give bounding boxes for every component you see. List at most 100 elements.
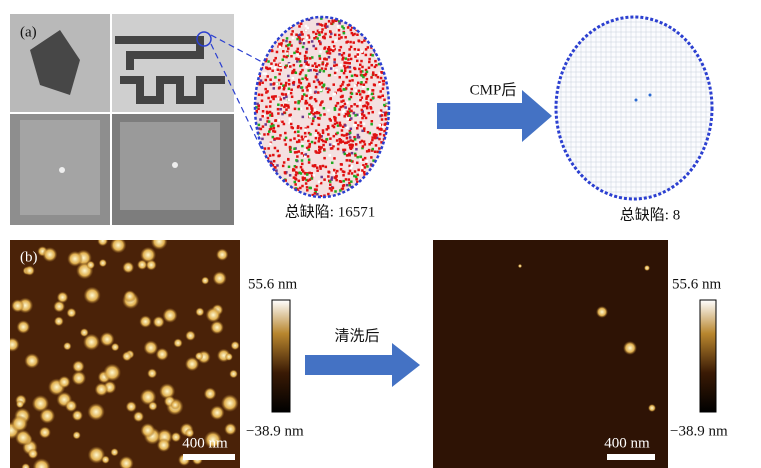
- texture: [351, 146, 354, 149]
- texture: [283, 161, 286, 164]
- texture: [256, 154, 259, 157]
- texture: [372, 89, 375, 92]
- texture: [338, 34, 341, 37]
- texture: [289, 118, 292, 121]
- texture: [126, 401, 137, 412]
- texture: [381, 51, 384, 54]
- texture: [312, 31, 315, 33]
- texture: [270, 23, 273, 26]
- texture: [335, 39, 338, 42]
- texture: [351, 152, 354, 155]
- texture: [350, 180, 353, 183]
- texture: [297, 86, 300, 89]
- texture: [371, 139, 374, 142]
- texture: [356, 34, 359, 37]
- texture: [279, 108, 282, 111]
- texture: [364, 196, 367, 199]
- texture: [295, 159, 298, 162]
- texture: [345, 192, 348, 195]
- texture: [318, 64, 321, 67]
- texture: [333, 135, 336, 138]
- texture: [311, 40, 314, 43]
- texture: [318, 146, 321, 149]
- texture: [283, 55, 286, 58]
- texture: [263, 175, 266, 178]
- texture: [261, 179, 264, 182]
- texture: [351, 92, 354, 95]
- texture: [294, 181, 297, 184]
- texture: [349, 170, 352, 173]
- texture: [290, 126, 293, 128]
- texture: [276, 51, 279, 54]
- texture: [364, 74, 367, 77]
- texture: [373, 133, 376, 136]
- texture: [276, 83, 279, 86]
- texture: [122, 351, 132, 361]
- texture: [267, 32, 270, 35]
- texture: [140, 423, 155, 438]
- texture: [279, 46, 282, 49]
- texture: [296, 155, 299, 158]
- texture: [301, 159, 304, 162]
- texture: [355, 23, 358, 26]
- texture: [99, 259, 107, 267]
- texture: [319, 83, 322, 86]
- texture: [260, 128, 263, 131]
- texture: [65, 400, 77, 412]
- texture: [281, 121, 284, 124]
- texture: [297, 58, 300, 61]
- texture: [315, 137, 318, 140]
- texture: [337, 148, 340, 151]
- texture: [289, 151, 292, 154]
- texture: [329, 180, 332, 183]
- texture: [256, 56, 259, 59]
- texture: [365, 81, 368, 84]
- texture: [374, 173, 377, 176]
- texture: [387, 159, 390, 162]
- texture: [86, 261, 95, 270]
- texture: [350, 58, 353, 61]
- texture: [374, 196, 377, 199]
- texture: [382, 83, 385, 86]
- texture: [371, 181, 374, 184]
- texture: [361, 191, 364, 194]
- texture: [635, 99, 638, 102]
- texture: [649, 94, 652, 97]
- texture: [343, 180, 346, 183]
- scale-bar: [607, 454, 655, 460]
- texture: [361, 117, 364, 120]
- texture: [379, 83, 382, 86]
- texture: [380, 20, 383, 23]
- texture: [259, 172, 262, 175]
- texture: [337, 143, 340, 146]
- texture: [388, 139, 391, 142]
- texture: [262, 194, 265, 197]
- texture: [349, 66, 352, 69]
- texture: [367, 46, 370, 49]
- texture: [294, 131, 297, 134]
- texture: [336, 170, 339, 173]
- texture: [342, 174, 345, 177]
- texture: [368, 92, 371, 95]
- texture: [271, 179, 274, 182]
- texture: [306, 186, 309, 189]
- texture: [305, 182, 308, 185]
- texture: [352, 194, 355, 197]
- texture: [255, 41, 258, 44]
- texture: [289, 146, 292, 149]
- texture: [312, 120, 315, 123]
- texture: [54, 316, 64, 326]
- texture: [370, 107, 373, 110]
- texture: [350, 46, 353, 49]
- texture: [357, 49, 360, 52]
- texture: [318, 117, 321, 120]
- texture: [355, 176, 358, 179]
- texture: [386, 57, 389, 60]
- texture: [375, 179, 378, 182]
- texture: [147, 368, 157, 378]
- texture: [213, 271, 227, 285]
- texture: [353, 17, 356, 20]
- texture: [386, 149, 389, 152]
- texture: [309, 91, 312, 94]
- texture: [273, 160, 276, 163]
